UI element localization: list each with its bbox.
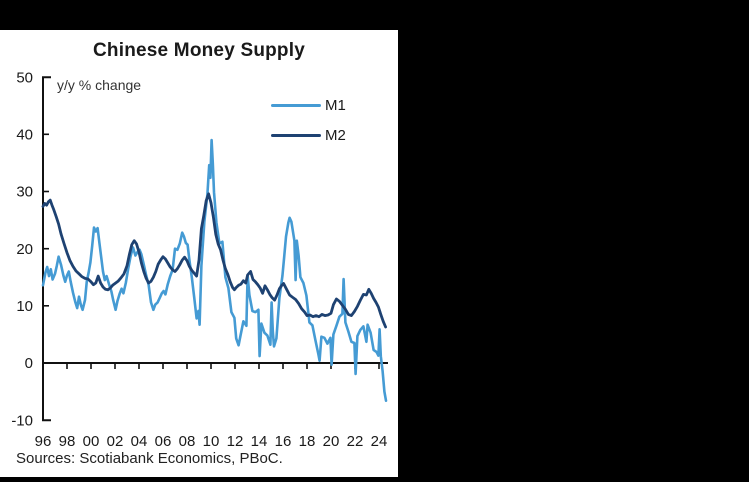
m2-line <box>41 192 388 329</box>
y-tick-label: 50 <box>16 69 33 86</box>
x-tick-label: 24 <box>371 433 388 450</box>
x-tick-label: 22 <box>347 433 364 450</box>
x-tick-label: 14 <box>251 433 268 450</box>
legend-item-m2: M2 <box>271 126 391 144</box>
y-tick-label: 20 <box>16 241 33 258</box>
x-tick-label: 08 <box>179 433 196 450</box>
top-black-bar <box>0 0 749 30</box>
chart-title: Chinese Money Supply <box>93 40 305 61</box>
x-tick-label: 02 <box>107 433 124 450</box>
y-tick-label: 40 <box>16 127 33 144</box>
bottom-black-bar <box>0 477 749 482</box>
x-tick-label: 18 <box>299 433 316 450</box>
y-tick-label: 30 <box>16 184 33 201</box>
legend-item-m1: M1 <box>271 96 391 114</box>
x-tick-label: 12 <box>227 433 244 450</box>
legend-label-m2: M2 <box>325 126 346 144</box>
m1-line <box>41 138 388 403</box>
x-tick-label: 00 <box>83 433 100 450</box>
x-tick-label: 98 <box>59 433 76 450</box>
x-tick-label: 96 <box>35 433 52 450</box>
right-black-panel <box>398 30 749 482</box>
x-tick-label: 16 <box>275 433 292 450</box>
x-tick-label: 10 <box>203 433 220 450</box>
y-tick-label: 0 <box>25 355 33 372</box>
x-tick-label: 04 <box>131 433 148 450</box>
y-tick-label: 10 <box>16 298 33 315</box>
y-tick-label: -10 <box>11 412 33 429</box>
x-tick-label: 20 <box>323 433 340 450</box>
sources-note: Sources: Scotiabank Economics, PBoC. <box>16 450 283 467</box>
y-axis-unit-note: y/y % change <box>57 77 142 93</box>
chart-card: Chinese Money Supply y/y % change 50 40 30… <box>0 30 398 477</box>
m1-line-swatch <box>271 103 321 107</box>
m2-line-swatch <box>271 133 321 137</box>
x-tick-label: 06 <box>155 433 172 450</box>
legend-label-m1: M1 <box>325 96 346 114</box>
